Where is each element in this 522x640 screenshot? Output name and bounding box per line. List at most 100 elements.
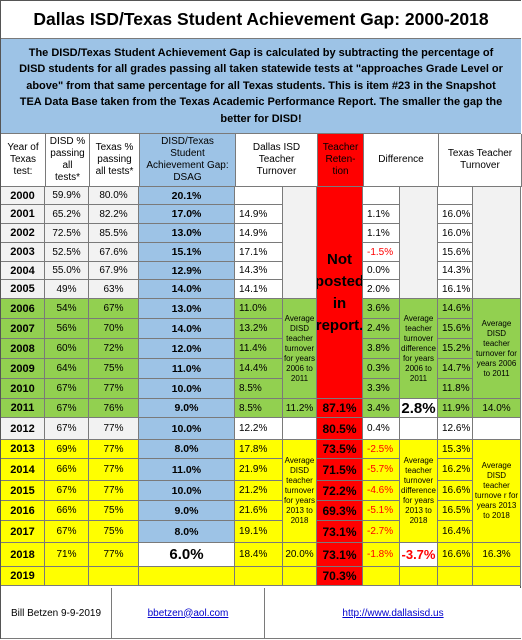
tx-turnover-header: Texas Teacher Turnover	[439, 134, 522, 187]
avg-note-diff-2006: Average teacher turnover difference for …	[400, 299, 438, 399]
tx-turnover-cell: 11.9%	[438, 399, 473, 418]
difference-cell	[363, 187, 400, 205]
disd-pass-cell: 56%	[45, 319, 89, 339]
dsag-cell: 17.0%	[139, 205, 235, 224]
tx-turnover-cell: 11.8%	[438, 379, 473, 399]
tx-turnover-cell: 16.1%	[438, 280, 473, 299]
year-cell: 2013	[1, 440, 45, 459]
year-cell: 2006	[1, 299, 45, 319]
texas-pass-cell: 67.9%	[89, 262, 139, 280]
difference-cell: 0.4%	[363, 418, 400, 440]
year-cell: 2008	[1, 339, 45, 359]
year-cell: 2011	[1, 399, 45, 418]
dsag-cell: 12.9%	[139, 262, 235, 280]
description: The DISD/Texas Student Achievement Gap i…	[1, 39, 521, 134]
year-cell: 2000	[1, 187, 45, 205]
retention-cell: 73.1%	[317, 543, 363, 567]
disd-pass-header: DISD % passing all tests*	[46, 134, 90, 187]
footer-email-link[interactable]: bbetzen@aol.com	[112, 588, 265, 639]
texas-pass-cell: 77%	[89, 440, 139, 459]
difference-header: Difference	[364, 134, 439, 187]
disd-turnover-cell: 14.9%	[235, 224, 283, 243]
dsag-cell: 13.0%	[139, 299, 235, 319]
avg-blank	[473, 187, 521, 299]
texas-pass-cell: 77%	[89, 481, 139, 501]
avg-tx-2018: 16.3%	[473, 543, 521, 567]
tx-turnover-cell: 15.3%	[438, 440, 473, 459]
difference-cell: 3.4%	[363, 399, 400, 418]
avg-diff-2018: -3.7%	[400, 543, 438, 567]
dsag-header: DISD/Texas Student Achievement Gap: DSAG	[140, 134, 236, 187]
footer-url-link[interactable]: http://www.dallasisd.us	[265, 588, 521, 639]
difference-cell: 2.4%	[363, 319, 400, 339]
year-cell: 2015	[1, 481, 45, 501]
year-cell: 2005	[1, 280, 45, 299]
avg-disd-2011: 11.2%	[283, 399, 317, 418]
retention-cell: 69.3%	[317, 501, 363, 521]
disd-turnover-cell: 21.9%	[235, 459, 283, 481]
disd-turnover-cell	[235, 567, 283, 586]
disd-turnover-cell: 13.2%	[235, 319, 283, 339]
texas-pass-cell: 77%	[89, 543, 139, 567]
dsag-cell: 13.0%	[139, 224, 235, 243]
dsag-cell: 9.0%	[139, 501, 235, 521]
year-cell: 2018	[1, 543, 45, 567]
disd-pass-cell: 67%	[45, 418, 89, 440]
avg-blank	[400, 187, 438, 299]
tx-turnover-cell: 16.0%	[438, 224, 473, 243]
difference-cell: -5.7%	[363, 459, 400, 481]
dsag-cell	[139, 567, 235, 586]
dsag-cell: 10.0%	[139, 418, 235, 440]
texas-pass-cell: 77%	[89, 379, 139, 399]
texas-pass-cell: 72%	[89, 339, 139, 359]
year-cell: 2019	[1, 567, 45, 586]
dsag-cell: 10.0%	[139, 481, 235, 501]
tx-turnover-cell: 15.6%	[438, 319, 473, 339]
avg-blank	[473, 418, 521, 440]
retention-cell: 71.5%	[317, 459, 363, 481]
disd-pass-cell: 67%	[45, 379, 89, 399]
tx-turnover-cell: 16.5%	[438, 501, 473, 521]
dsag-cell: 11.0%	[139, 459, 235, 481]
texas-pass-header: Texas % passing all tests*	[90, 134, 140, 187]
retention-cell: 87.1%	[317, 399, 363, 418]
texas-pass-cell: 77%	[89, 418, 139, 440]
dsag-cell: 6.0%	[139, 543, 235, 567]
disd-turnover-cell: 8.5%	[235, 379, 283, 399]
disd-pass-cell	[45, 567, 89, 586]
tx-turnover-cell: 16.4%	[438, 521, 473, 543]
disd-pass-cell: 49%	[45, 280, 89, 299]
avg-note-tx-2006: Average DISD teacher turnover for years …	[473, 299, 521, 399]
year-cell: 2017	[1, 521, 45, 543]
texas-pass-cell: 75%	[89, 359, 139, 379]
difference-cell: 0.0%	[363, 262, 400, 280]
avg-diff-2011: 2.8%	[400, 399, 438, 418]
disd-pass-cell: 71%	[45, 543, 89, 567]
difference-cell: -2.5%	[363, 440, 400, 459]
avg-blank	[283, 187, 317, 299]
tx-turnover-cell: 14.7%	[438, 359, 473, 379]
disd-turnover-cell	[235, 187, 283, 205]
disd-pass-cell: 66%	[45, 459, 89, 481]
dsag-cell: 11.0%	[139, 359, 235, 379]
texas-pass-cell: 63%	[89, 280, 139, 299]
tx-turnover-cell: 14.6%	[438, 299, 473, 319]
retention-cell: 73.1%	[317, 521, 363, 543]
tx-turnover-cell	[438, 567, 473, 586]
avg-note-tx-2013: Average DISD teacher turnove r for years…	[473, 440, 521, 543]
not-posted-note: Not posted in report.	[317, 187, 363, 399]
avg-disd-2018: 20.0%	[283, 543, 317, 567]
page-title: Dallas ISD/Texas Student Achievement Gap…	[1, 1, 521, 39]
difference-cell: -1.8%	[363, 543, 400, 567]
dsag-cell: 10.0%	[139, 379, 235, 399]
retention-cell: 80.5%	[317, 418, 363, 440]
tx-turnover-cell: 16.0%	[438, 205, 473, 224]
dsag-cell: 9.0%	[139, 399, 235, 418]
disd-pass-cell: 66%	[45, 501, 89, 521]
difference-cell	[363, 567, 400, 586]
year-cell: 2009	[1, 359, 45, 379]
dsag-cell: 20.1%	[139, 187, 235, 205]
tx-turnover-cell: 14.3%	[438, 262, 473, 280]
year-header: Year of Texas test:	[1, 134, 46, 187]
difference-cell: 3.8%	[363, 339, 400, 359]
